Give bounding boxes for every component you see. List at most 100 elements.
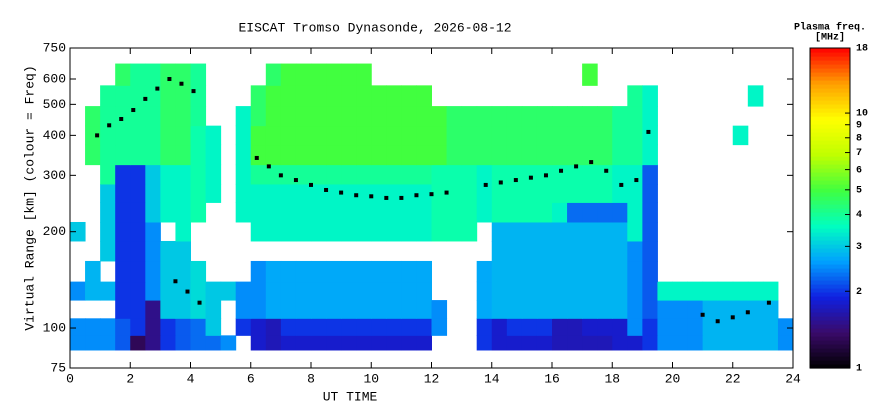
x-tick-label: 14: [484, 371, 500, 386]
heatmap-cell: [642, 106, 658, 127]
heatmap-cell: [446, 183, 463, 203]
heatmap-cell: [326, 300, 342, 319]
heatmap-cell: [521, 221, 538, 242]
heatmap-cell: [401, 85, 417, 107]
heatmap-cell: [401, 281, 417, 301]
heatmap-cell: [160, 335, 176, 351]
heatmap-cell: [446, 106, 463, 127]
heatmap-cell: [175, 300, 191, 319]
heatmap-cell: [431, 183, 448, 203]
heatmap-cell: [612, 281, 628, 301]
trace-point: [354, 193, 359, 198]
x-tick-label: 20: [665, 371, 681, 386]
heatmap-cell: [627, 85, 643, 107]
heatmap-cell: [85, 260, 101, 283]
heatmap-cell: [295, 335, 312, 351]
heatmap-cell: [235, 144, 252, 166]
heatmap-cell: [190, 144, 207, 166]
heatmap-cell: [280, 260, 297, 283]
heatmap-cell: [85, 318, 101, 336]
heatmap-cell: [521, 240, 538, 262]
heatmap-cell: [265, 63, 282, 86]
colorbar-strip: [810, 80, 850, 85]
heatmap-cell: [326, 335, 342, 351]
heatmap-cell: [265, 281, 282, 301]
heatmap-cell: [250, 164, 267, 185]
heatmap-cell: [491, 281, 508, 301]
heatmap-cell: [431, 221, 448, 242]
x-tick-label: 0: [66, 371, 74, 386]
colorbar-strip: [810, 48, 850, 53]
heatmap-cell: [627, 164, 643, 185]
heatmap-cell: [762, 335, 779, 351]
heatmap-cell: [250, 260, 267, 283]
heatmap-cell: [642, 240, 658, 262]
trace-point: [107, 123, 112, 128]
trace-point: [444, 190, 449, 195]
colorbar-strip: [810, 328, 850, 333]
heatmap-cell: [341, 183, 357, 203]
colorbar-strip: [810, 212, 850, 217]
x-tick-label: 22: [725, 371, 741, 386]
heatmap-cell: [702, 281, 719, 301]
heatmap-cell: [235, 281, 252, 301]
heatmap-cell: [145, 125, 161, 146]
colorbar-strip: [810, 344, 850, 349]
heatmap-cell: [687, 318, 704, 336]
heatmap-cell: [85, 335, 101, 351]
heatmap-cell: [115, 106, 131, 127]
trace-point: [293, 178, 298, 183]
heatmap-cell: [280, 335, 297, 351]
colorbar-strip: [810, 140, 850, 145]
colorbar-strip: [810, 304, 850, 309]
heatmap-cell: [100, 202, 116, 223]
heatmap-cell: [205, 144, 222, 166]
heatmap-cell: [130, 85, 146, 107]
colorbar-strip: [810, 60, 850, 65]
heatmap-cell: [326, 202, 342, 223]
trace-point: [309, 182, 313, 187]
heatmap-cell: [100, 164, 116, 185]
y-tick-label: 200: [43, 224, 66, 239]
heatmap-cell: [130, 300, 146, 319]
heatmap-cell: [597, 240, 613, 262]
heatmap-cell: [416, 125, 432, 146]
heatmap-cell: [341, 202, 357, 223]
heatmap-cell: [521, 318, 538, 336]
heatmap-cell: [205, 164, 222, 185]
heatmap-cell: [461, 202, 478, 223]
heatmap-cell: [401, 221, 417, 242]
heatmap-cell: [552, 260, 568, 283]
heatmap-cell: [536, 260, 553, 283]
heatmap-cell: [386, 144, 402, 166]
heatmap-cell: [582, 202, 598, 223]
heatmap-cell: [205, 183, 222, 203]
heatmap-cell: [311, 164, 327, 185]
heatmap-cell: [235, 183, 252, 203]
trace-point: [604, 168, 609, 173]
heatmap-cell: [446, 125, 463, 146]
heatmap-cell: [265, 335, 282, 351]
heatmap-cell: [280, 281, 297, 301]
heatmap-cell: [552, 221, 568, 242]
heatmap-cell: [250, 221, 267, 242]
colorbar-strip: [810, 364, 850, 369]
heatmap-cell: [85, 281, 101, 301]
heatmap-cell: [416, 202, 432, 223]
heatmap-cell: [476, 183, 493, 203]
heatmap-cell: [326, 85, 342, 107]
heatmap-cell: [356, 260, 372, 283]
heatmap-cell: [401, 144, 417, 166]
heatmap-cell: [401, 260, 417, 283]
heatmap-cell: [341, 318, 357, 336]
heatmap-cell: [461, 106, 478, 127]
colorbar-strip: [810, 76, 850, 81]
x-axis-label: UT TIME: [323, 389, 378, 404]
colorbar-strip: [810, 208, 850, 213]
heatmap-cell: [597, 125, 613, 146]
heatmap-cell: [100, 183, 116, 203]
heatmap-cell: [461, 183, 478, 203]
colorbar-strip: [810, 112, 850, 117]
colorbar-tick-label: 1: [856, 364, 862, 375]
